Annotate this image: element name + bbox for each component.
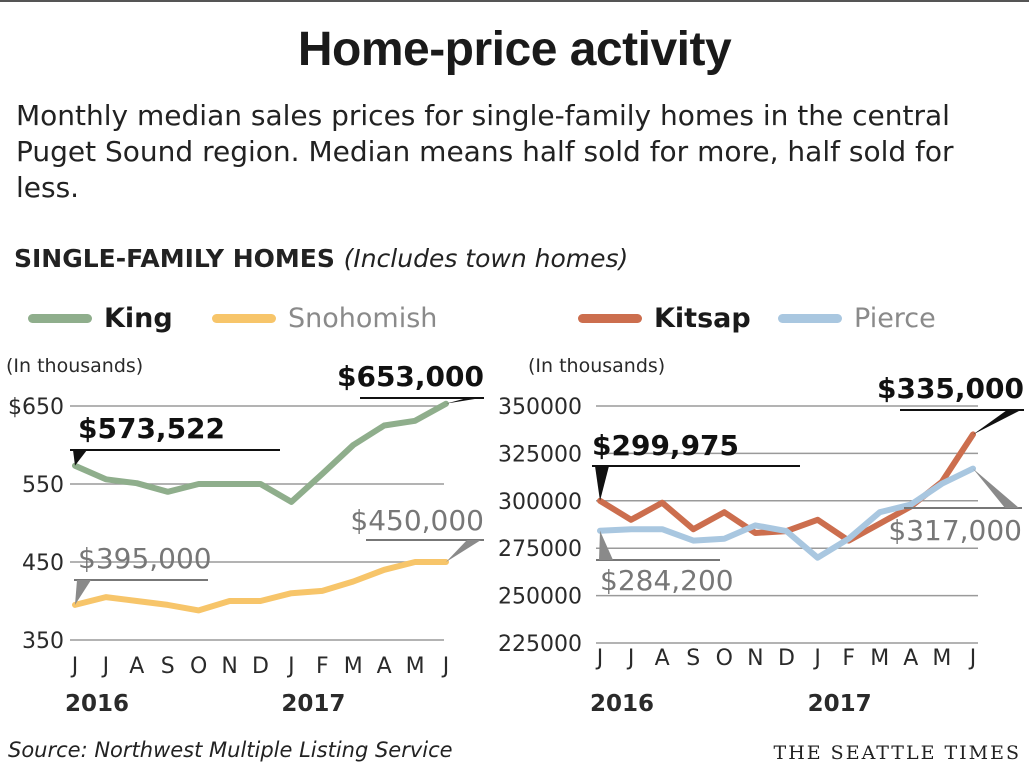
x-tick-label: S [161, 654, 175, 679]
legend-label-kitsap: Kitsap [654, 302, 751, 334]
section-title: SINGLE-FAMILY HOMES [14, 244, 335, 273]
x-tick-label: S [686, 646, 700, 671]
x-tick-label: N [221, 654, 237, 679]
annotation-pointer [446, 540, 481, 562]
x-tick-label: A [377, 654, 392, 679]
legend-item-kitsap: Kitsap [578, 300, 751, 336]
x-tick-label: N [747, 646, 763, 671]
x-tick-label: A [903, 646, 918, 671]
x-tick-label: J [968, 646, 977, 671]
x-tick-label: M [870, 646, 889, 671]
x-year-label: 2016 [65, 691, 129, 717]
y-tick-label: 275000 [498, 537, 582, 562]
data-label: $335,000 [877, 372, 1024, 405]
legend-label-snohomish: Snohomish [288, 302, 438, 334]
legend-swatch-snohomish [212, 313, 276, 323]
section-note: (Includes town homes) [343, 244, 629, 273]
x-tick-label: J [812, 646, 821, 671]
legend-swatch-king [28, 313, 92, 323]
data-label: $573,522 [78, 412, 225, 445]
data-label: $284,200 [600, 564, 734, 597]
x-tick-label: D [252, 654, 269, 679]
x-tick-label: A [655, 646, 670, 671]
legend-label-pierce: Pierce [854, 302, 936, 334]
legend-item-snohomish: Snohomish [212, 300, 437, 336]
chart-subtitle: Monthly median sales prices for single-f… [16, 99, 954, 204]
x-tick-label: M [406, 654, 425, 679]
legend-item-king: King [28, 300, 173, 336]
y-tick-label: $650 [8, 395, 64, 420]
x-tick-label: D [778, 646, 795, 671]
annotation-pointer [973, 468, 1019, 508]
unit-note: (In thousands) [6, 355, 143, 377]
top-rule [0, 0, 1029, 2]
legend-swatch-pierce [778, 313, 842, 323]
x-tick-label: J [626, 646, 635, 671]
y-tick-label: 350 [22, 629, 64, 654]
y-tick-label: 225000 [498, 632, 582, 657]
x-year-label: 2016 [590, 691, 654, 717]
data-label: $299,975 [592, 429, 739, 462]
publisher-logo: THE SEATTLE TIMES [773, 742, 1021, 764]
x-tick-label: M [344, 654, 363, 679]
annotation-pointer [446, 398, 481, 404]
chart-title: Home-price activity [297, 23, 732, 76]
annotation-pointer [973, 410, 1021, 435]
legend-item-pierce: Pierce [778, 300, 936, 336]
y-tick-label: 250000 [498, 585, 582, 610]
y-tick-label: 550 [22, 473, 64, 498]
x-tick-label: F [316, 654, 329, 679]
x-tick-label: J [595, 646, 604, 671]
data-label: $317,000 [888, 514, 1022, 547]
x-tick-label: J [441, 654, 450, 679]
y-tick-label: 450 [22, 551, 64, 576]
legend-swatch-kitsap [578, 313, 642, 323]
x-tick-label: J [101, 654, 110, 679]
x-year-label: 2017 [281, 691, 345, 717]
x-tick-label: J [70, 654, 79, 679]
x-tick-label: A [129, 654, 144, 679]
annotation-pointer [73, 450, 87, 466]
x-tick-label: F [842, 646, 855, 671]
x-year-label: 2017 [808, 691, 872, 717]
x-tick-label: J [286, 654, 295, 679]
y-tick-label: 350000 [498, 395, 582, 420]
annotation-pointer [75, 580, 91, 605]
annotation-pointer [595, 466, 609, 501]
x-tick-label: O [716, 646, 733, 671]
chart-panel-2: (In thousands) 225000 250000 275000 300000 32… [498, 355, 1024, 717]
annotation-pointer [599, 530, 613, 560]
data-label: $395,000 [78, 542, 212, 575]
x-tick-label: O [190, 654, 207, 679]
legend-label-king: King [104, 302, 173, 334]
source-note: Source: Northwest Multiple Listing Servi… [8, 738, 453, 762]
x-tick-label: M [932, 646, 951, 671]
section-heading: SINGLE-FAMILY HOMES (Includes town homes… [14, 244, 628, 273]
y-tick-label: 300000 [498, 490, 582, 515]
unit-note: (In thousands) [528, 355, 665, 377]
y-tick-label: 325000 [498, 442, 582, 467]
data-label: $653,000 [337, 360, 484, 393]
data-label: $450,000 [350, 504, 484, 537]
